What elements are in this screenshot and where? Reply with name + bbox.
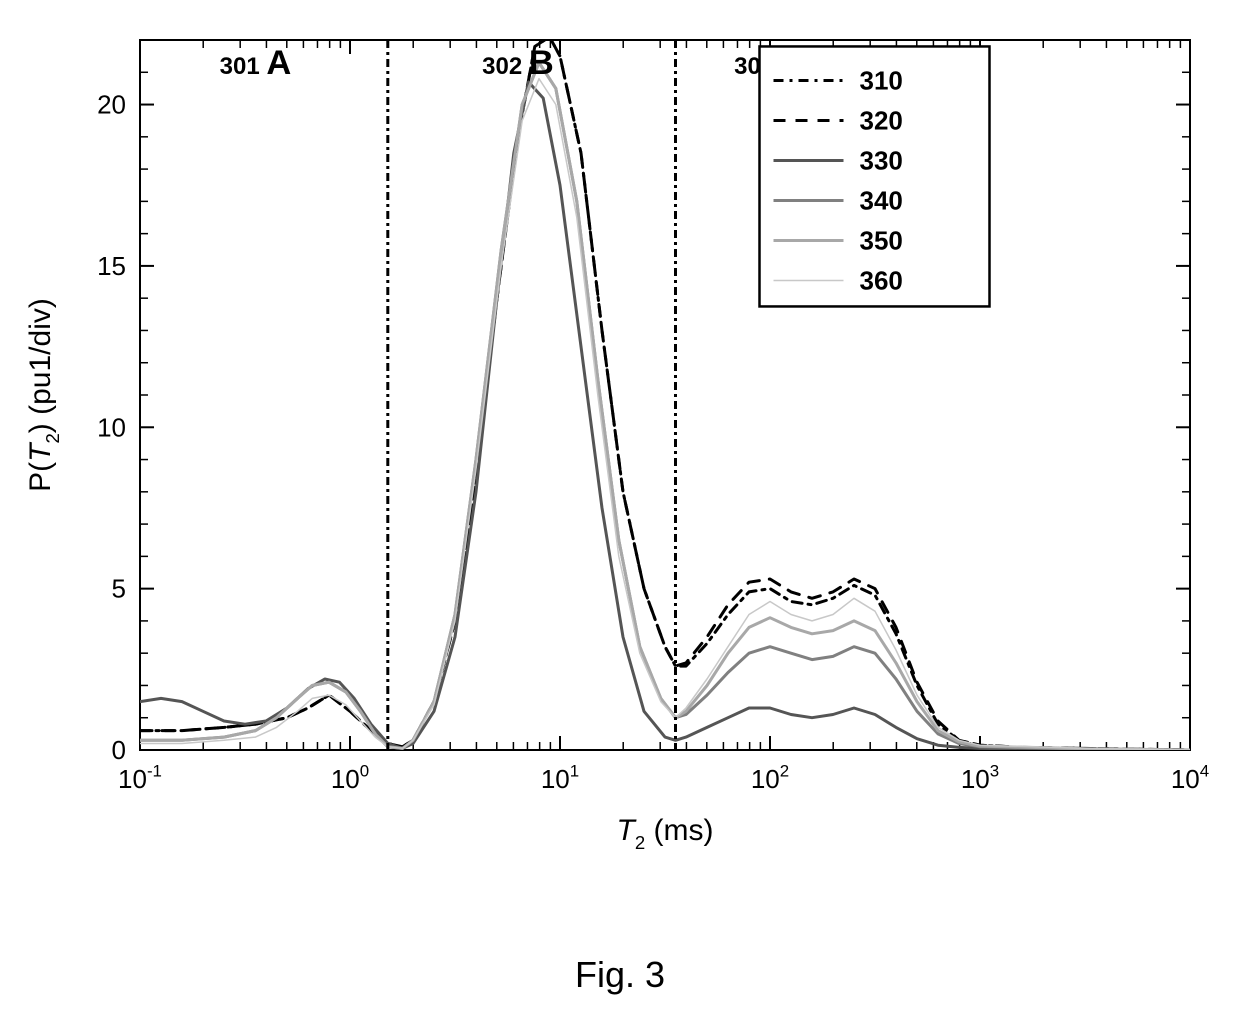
svg-text:101: 101 — [541, 761, 579, 794]
svg-text:20: 20 — [97, 90, 126, 120]
svg-text:P(T2) (pu1/div): P(T2) (pu1/div) — [24, 298, 63, 492]
svg-text:320: 320 — [860, 105, 903, 135]
series-350 — [140, 63, 1190, 750]
svg-text:104: 104 — [1171, 761, 1209, 794]
svg-text:0: 0 — [112, 735, 126, 765]
svg-text:10: 10 — [97, 412, 126, 442]
svg-text:340: 340 — [860, 185, 903, 215]
svg-text:103: 103 — [961, 761, 999, 794]
svg-text:10-1: 10-1 — [118, 761, 162, 794]
svg-text:350: 350 — [860, 225, 903, 255]
svg-text:T2 (ms): T2 (ms) — [617, 814, 714, 853]
series-340 — [140, 63, 1190, 750]
svg-text:100: 100 — [331, 761, 369, 794]
svg-text:15: 15 — [97, 251, 126, 281]
svg-text:360: 360 — [860, 265, 903, 295]
svg-text:301 A: 301 A — [220, 44, 292, 82]
svg-text:310: 310 — [860, 65, 903, 95]
t2-distribution-chart: 10-1 100 101 102 103 104 0 5 10 15 20 T2 (ms) P(T2) … — [0, 0, 1240, 900]
svg-text:302 B: 302 B — [482, 44, 554, 82]
svg-text:330: 330 — [860, 145, 903, 175]
svg-text:102: 102 — [751, 761, 789, 794]
svg-text:5: 5 — [112, 574, 126, 604]
figure-container: 10-1 100 101 102 103 104 0 5 10 15 20 T2 (ms) P(T2) … — [0, 0, 1240, 1036]
figure-caption: Fig. 3 — [0, 954, 1240, 996]
series-310 — [140, 37, 1190, 750]
